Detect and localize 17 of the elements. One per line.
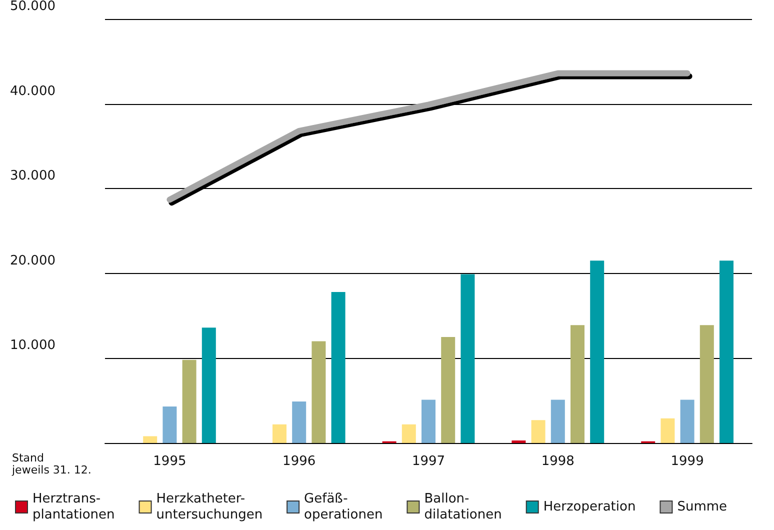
x-tick-label: 1998 (541, 454, 574, 469)
y-tick-label: 30.000 (10, 168, 56, 184)
x-tick-label: 1999 (670, 454, 704, 469)
y-tick-label: 50.000 (10, 0, 56, 14)
x-tick-label: 1995 (153, 454, 186, 469)
x-tick-label: 1996 (282, 454, 316, 469)
legend-label: Herzoperation (543, 500, 636, 514)
y-tick-label: 40.000 (10, 84, 56, 99)
legend-label: Ballon- dilatationen (424, 492, 502, 522)
text: Stand jeweils 31. 12. (11, 452, 92, 476)
x-tick-label: 1997 (412, 454, 446, 469)
legend-label: Summe (677, 500, 728, 514)
legend-label: Herztrans- plantationen (32, 492, 115, 522)
legend-label: Herzkatheter- untersuchungen (156, 492, 263, 522)
legend-label: Gefäß- operationen (304, 492, 383, 522)
y-tick-label: 20.000 (10, 253, 56, 268)
y-tick-label: 10.000 (10, 338, 56, 354)
